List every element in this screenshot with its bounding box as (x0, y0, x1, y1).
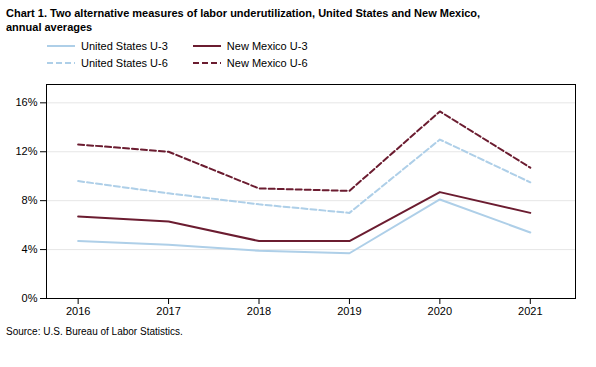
html-text:New Mexico U-3: New Mexico U-3 (226, 39, 308, 52)
html-text:Chart 1. Two alternative measu: Chart 1. Two alternative measures of lab… (6, 7, 481, 33)
html-text:United States U-6: United States U-6 (81, 56, 168, 69)
svg-text:16%: 16% (15, 96, 37, 108)
svg-text:12%: 12% (15, 145, 37, 157)
svg-text:2020: 2020 (428, 305, 452, 317)
svg-text:4%: 4% (22, 243, 38, 255)
svg-text:8%: 8% (22, 194, 38, 206)
html-text:New Mexico U-6: New Mexico U-6 (226, 56, 308, 69)
svg-text:2017: 2017 (156, 305, 180, 317)
svg-text:2018: 2018 (247, 305, 271, 317)
html-text:United States U-3: United States U-3 (81, 39, 168, 52)
svg-text:2019: 2019 (337, 305, 361, 317)
svg-text:2016: 2016 (66, 305, 90, 317)
svg-text:0%: 0% (22, 292, 38, 304)
svg-text:2021: 2021 (518, 305, 542, 317)
html-text:Source: U.S. Bureau of Labor S: Source: U.S. Bureau of Labor Statistics. (6, 326, 183, 337)
